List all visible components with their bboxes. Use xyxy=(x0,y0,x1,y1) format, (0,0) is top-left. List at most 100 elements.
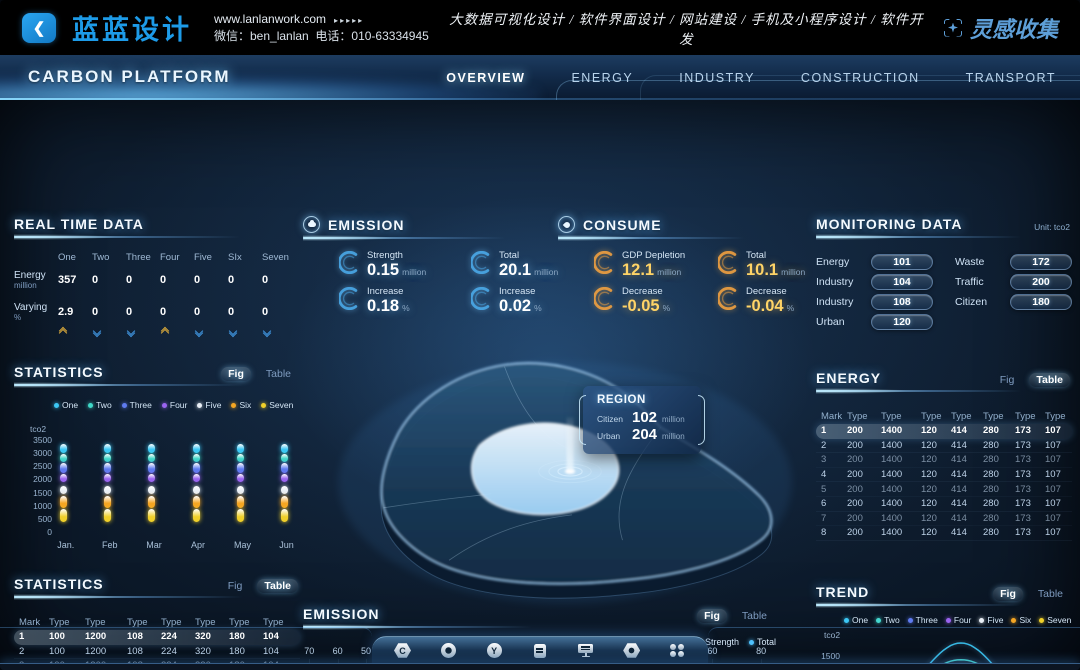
title-underline xyxy=(303,235,505,241)
metric-label: Energy million xyxy=(14,269,46,291)
toggle-fig[interactable]: Fig xyxy=(697,609,727,623)
toggle-fig[interactable]: Fig xyxy=(227,580,243,592)
legend-dot xyxy=(1039,617,1045,623)
stat-decrease: Decrease -0.04% xyxy=(718,286,794,315)
metric-label: Industry xyxy=(816,296,854,308)
cell: 1400 xyxy=(881,439,903,451)
tab-overview[interactable]: OVERVIEW xyxy=(446,70,526,85)
column-header: Type xyxy=(881,410,902,422)
tab-transport[interactable]: TRANSPORT xyxy=(965,70,1056,85)
segment-six xyxy=(104,496,112,508)
cell: 280 xyxy=(983,483,999,495)
legend-item-three: Three xyxy=(121,400,152,410)
segment-six xyxy=(281,496,288,508)
y-tick: 1000 xyxy=(33,500,52,511)
table-row[interactable]: 2 200 1400 120 414 280 173 107 xyxy=(816,439,1072,454)
column-header: Mark xyxy=(19,616,41,628)
y-axis-unit: tco2 xyxy=(30,424,47,434)
stat-unit: % xyxy=(402,303,410,313)
tab-energy[interactable]: ENERGY xyxy=(571,70,634,85)
y-circle-icon[interactable]: Y xyxy=(486,643,503,658)
segment-four xyxy=(281,473,288,482)
column-header: Type xyxy=(847,410,868,422)
inspiration-collect: 灵感收集 xyxy=(944,12,1058,44)
legend-label: Seven xyxy=(1047,615,1072,625)
cell: 120 xyxy=(921,454,937,466)
toggle-table[interactable]: Table xyxy=(1029,373,1070,387)
toggle-fig[interactable]: Fig xyxy=(221,367,251,381)
table-row[interactable]: 4 200 1400 120 414 280 173 107 xyxy=(816,468,1072,483)
legend-dot xyxy=(748,639,754,645)
tab-construction[interactable]: CONSTRUCTION xyxy=(800,70,920,85)
month-column-mar xyxy=(148,438,156,534)
tab-industry[interactable]: INDUSTRY xyxy=(679,70,755,85)
toggle-table[interactable]: Table xyxy=(741,610,767,622)
region-map[interactable] xyxy=(328,326,802,614)
apps-grid-icon[interactable] xyxy=(669,643,686,658)
legend-item-seven: Seven xyxy=(1039,615,1071,625)
table-row[interactable]: 2 100 1200 108 224 320 180 104 xyxy=(14,645,300,660)
toggle-table[interactable]: Table xyxy=(265,368,291,380)
statistics-plot xyxy=(60,438,288,534)
table-row[interactable]: 1 200 1400 120 414 280 173 107 xyxy=(816,424,1072,439)
metric-value: 357 xyxy=(58,274,77,286)
toggle-table[interactable]: Table xyxy=(1037,588,1063,600)
cell: 414 xyxy=(951,512,967,524)
trend-down-icon xyxy=(194,326,228,339)
logo-glyph: ❮ xyxy=(32,19,46,37)
stat-label: Strength xyxy=(367,250,403,261)
cell: 108 xyxy=(127,631,143,643)
legend-item-two: Two xyxy=(876,615,900,625)
billboard-icon[interactable] xyxy=(577,643,594,658)
stat-unit: million xyxy=(402,267,427,277)
column-header: Type xyxy=(1045,410,1066,422)
segment-one xyxy=(148,444,156,453)
hexagon-c-icon[interactable]: C xyxy=(394,643,411,658)
table-header-row: Mark Type Type Type Type Type Type Type xyxy=(14,614,300,630)
x-tick: Apr xyxy=(190,540,206,550)
metric-value: 0 xyxy=(92,274,99,286)
segment-four xyxy=(60,473,67,482)
legend-label: Two xyxy=(884,615,900,625)
segment-two xyxy=(60,454,67,463)
segment-three xyxy=(192,463,200,473)
wechat-text: 微信：ben_lanlan xyxy=(214,28,309,43)
segment-four xyxy=(236,473,244,482)
table-row[interactable]: 5 200 1400 120 414 280 173 107 xyxy=(816,482,1072,497)
cell-mark: 1 xyxy=(821,425,827,437)
cell: 200 xyxy=(847,425,863,437)
metric-value: 0 xyxy=(262,274,269,286)
cell: 224 xyxy=(161,645,177,657)
nut-icon[interactable] xyxy=(623,643,641,658)
stat-value: 0.18% xyxy=(367,297,410,315)
segment-seven xyxy=(236,508,244,522)
trend-down-icon xyxy=(262,326,296,339)
column-header: One xyxy=(58,252,76,263)
metric-value: 0 xyxy=(126,274,133,286)
legend-label: Total xyxy=(756,637,776,647)
cell: 173 xyxy=(1015,425,1031,437)
column-header: Type xyxy=(951,410,972,422)
table-row[interactable]: 3 200 1400 120 414 280 173 107 xyxy=(816,453,1072,468)
stat-decrease: Decrease -0.05% xyxy=(594,286,670,315)
stat-label: Total xyxy=(746,250,767,261)
table-row[interactable]: 8 200 1400 120 414 280 173 107 xyxy=(816,526,1072,541)
cell: 320 xyxy=(195,645,211,657)
table-row[interactable]: 6 200 1400 120 414 280 173 107 xyxy=(816,497,1072,512)
toggle-table[interactable]: Table xyxy=(257,579,298,593)
title-underline xyxy=(558,235,744,241)
dock-wing-right xyxy=(708,627,1080,643)
cell: 1400 xyxy=(881,469,903,481)
region-row-citizen: Citizen 102 million xyxy=(597,409,691,426)
toggle-fig[interactable]: Fig xyxy=(999,374,1015,386)
gear-icon[interactable] xyxy=(440,643,457,658)
cell: 414 xyxy=(951,498,967,510)
statistics-table-panel: STATISTICS Fig Table Mark Type Type Type Type… xyxy=(14,576,300,670)
x-tick: Mar xyxy=(146,540,162,550)
metric-value: 0 xyxy=(194,274,201,286)
charging-station-icon[interactable] xyxy=(531,643,548,658)
table-row[interactable]: 7 200 1400 120 414 280 173 107 xyxy=(816,512,1072,527)
table-row[interactable]: 1 100 1200 108 224 320 180 104 xyxy=(14,630,300,645)
toggle-fig[interactable]: Fig xyxy=(993,587,1023,601)
